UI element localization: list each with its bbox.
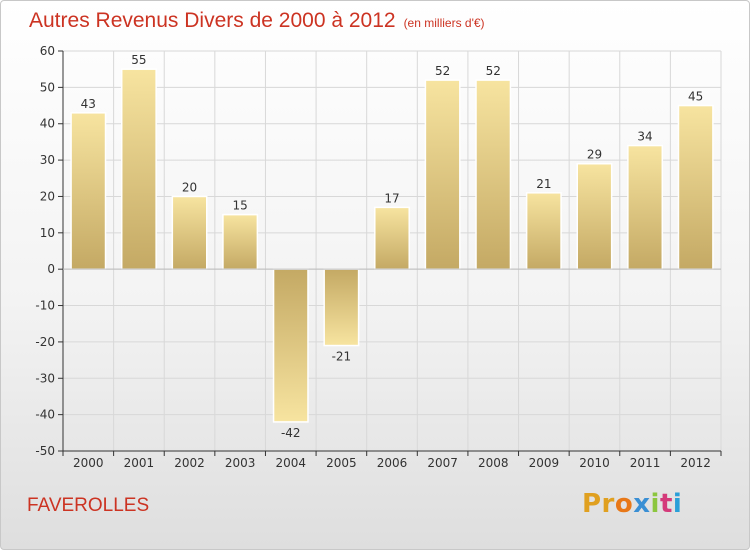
x-tick-label: 2002: [174, 456, 205, 470]
y-tick-label: -50: [35, 444, 55, 458]
y-tick-label: -40: [35, 408, 55, 422]
x-tick-label: 2011: [630, 456, 661, 470]
bar: [374, 206, 410, 270]
logo-part: Pr: [582, 489, 615, 519]
data-label: 15: [233, 199, 248, 213]
x-tick-label: 2003: [225, 456, 256, 470]
data-label: 55: [131, 53, 146, 67]
x-tick-label: 2001: [124, 456, 155, 470]
x-tick-label: 2008: [478, 456, 509, 470]
y-tick-label: 0: [47, 262, 55, 276]
bar: [627, 144, 664, 270]
logo-part: x: [633, 489, 651, 519]
proxiti-logo: Proxiti: [582, 489, 682, 519]
data-label: -42: [281, 426, 301, 440]
x-tick-label: 2010: [579, 456, 610, 470]
y-tick-label: 50: [40, 80, 55, 94]
y-tick-label: 30: [40, 153, 55, 167]
data-label: 52: [486, 64, 501, 78]
bar: [323, 268, 360, 347]
data-label: 17: [384, 191, 399, 205]
bar: [475, 79, 512, 270]
chart-title-line: Autres Revenus Divers de 2000 à 2012 (en …: [29, 9, 485, 33]
bar: [272, 268, 309, 423]
city-name: FAVEROLLES: [27, 495, 150, 516]
labels: -50 -40 -30 -20 -10 0 10 20 30 40 50 60 43 2000 55 2001…: [35, 44, 711, 470]
data-label: -21: [332, 350, 352, 364]
y-tick-label: 60: [40, 44, 55, 58]
data-label: 52: [435, 64, 450, 78]
x-tick-label: 2000: [73, 456, 104, 470]
x-tick-label: 2004: [275, 456, 306, 470]
bar: [424, 79, 461, 270]
bar: [120, 68, 157, 270]
bar: [525, 192, 562, 270]
logo-part: o: [614, 489, 634, 519]
logo-part: i: [650, 489, 660, 519]
bar: [70, 112, 107, 270]
data-label: 34: [637, 130, 652, 144]
chart-unit-note: (en milliers d'€): [403, 16, 485, 30]
bar: [677, 104, 714, 270]
bar: [222, 213, 259, 270]
axes: [58, 50, 722, 456]
logo-part: i: [672, 489, 683, 519]
bar: [576, 162, 613, 270]
x-tick-label: 2006: [377, 456, 408, 470]
y-tick-label: -20: [35, 335, 55, 349]
x-tick-label: 2012: [680, 456, 711, 470]
y-tick-label: 40: [40, 117, 55, 131]
logo-part: t: [659, 489, 673, 519]
y-tick-label: -30: [35, 371, 55, 385]
data-label: 20: [182, 180, 197, 194]
y-tick-label: -10: [35, 299, 55, 313]
y-tick-label: 20: [40, 189, 55, 203]
data-label: 43: [81, 97, 96, 111]
data-label: 21: [536, 177, 551, 191]
x-tick-label: 2005: [326, 456, 357, 470]
data-label: 29: [587, 148, 602, 162]
y-tick-label: 10: [40, 226, 55, 240]
bar: [171, 195, 208, 270]
bars: [70, 68, 714, 423]
chart-title: Autres Revenus Divers de 2000 à 2012: [29, 9, 396, 32]
x-tick-label: 2007: [427, 456, 458, 470]
x-tick-label: 2009: [529, 456, 560, 470]
data-label: 45: [688, 90, 703, 104]
